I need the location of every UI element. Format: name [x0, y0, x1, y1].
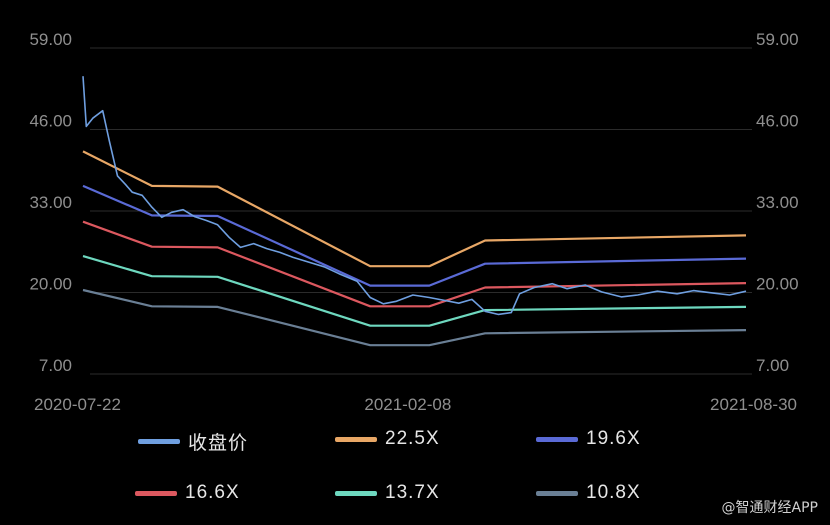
watermark-text: @智通财经APP [721, 500, 818, 516]
series-line [82, 255, 747, 327]
y-tick-label: 33.00 [29, 193, 72, 212]
right-y-tick-labels: 59.00 46.00 33.00 20.00 7.00 [756, 30, 799, 375]
x-tick-label: 2021-02-08 [364, 395, 451, 414]
y-tick-label-right: 46.00 [756, 112, 799, 131]
x-tick-label: 2021-08-30 [710, 395, 797, 414]
series-line [82, 220, 747, 308]
y-tick-label: 59.00 [29, 30, 72, 49]
series-line [82, 184, 747, 287]
y-tick-label: 46.00 [29, 112, 72, 131]
y-tick-label: 7.00 [39, 356, 72, 375]
grid-lines [90, 47, 752, 375]
x-tick-label: 2020-07-22 [34, 395, 121, 414]
series-line [82, 288, 747, 347]
series-line [82, 150, 747, 268]
y-tick-label-right: 20.00 [756, 275, 799, 294]
x-tick-labels: 2020-07-22 2021-02-08 2021-08-30 [34, 395, 797, 414]
y-tick-label-right: 33.00 [756, 193, 799, 212]
y-tick-label: 20.00 [29, 275, 72, 294]
series-line [82, 76, 747, 316]
left-y-tick-labels: 59.00 46.00 33.00 20.00 7.00 [29, 30, 72, 375]
series-lines [82, 76, 747, 347]
y-tick-label-right: 59.00 [756, 30, 799, 49]
y-tick-label-right: 7.00 [756, 356, 789, 375]
